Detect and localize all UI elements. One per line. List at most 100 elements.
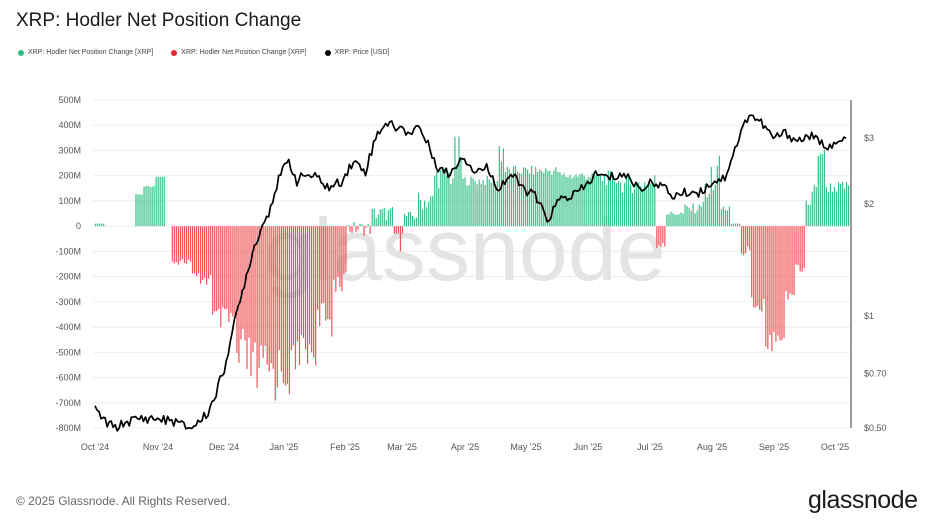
bar-negative xyxy=(183,226,186,263)
bar-negative xyxy=(789,226,791,294)
bar-positive xyxy=(821,154,823,227)
bar-negative xyxy=(204,226,206,278)
bar-negative xyxy=(201,226,204,280)
bar-positive xyxy=(508,169,511,227)
y-left-tick-label: -700M xyxy=(55,398,81,408)
bar-positive xyxy=(615,182,618,227)
bar-positive xyxy=(557,171,559,227)
bar-negative xyxy=(181,226,184,260)
bar-positive xyxy=(153,185,155,227)
bar-negative xyxy=(294,226,297,370)
bar-positive xyxy=(623,182,626,227)
bar-positive xyxy=(613,180,616,227)
bar-positive xyxy=(95,223,97,227)
bar-negative xyxy=(777,226,779,336)
bar-positive xyxy=(625,176,628,227)
bar-negative xyxy=(345,226,347,272)
bar-positive xyxy=(551,174,553,227)
y-left-tick-label: -500M xyxy=(55,347,81,357)
bar-negative xyxy=(771,226,773,352)
x-tick-label: Apr '25 xyxy=(451,442,479,452)
bar-negative xyxy=(401,226,404,234)
bar-negative xyxy=(775,226,777,342)
bar-negative xyxy=(315,226,317,366)
bar-positive xyxy=(704,183,706,227)
bar-positive xyxy=(589,177,591,227)
bar-positive xyxy=(605,185,607,227)
bar-positive xyxy=(438,187,440,227)
y-left-tick-label: 0 xyxy=(76,221,81,231)
bar-positive xyxy=(702,201,704,227)
y-left-tick-label: -600M xyxy=(55,373,81,383)
bar-negative xyxy=(234,226,236,316)
bar-negative xyxy=(785,226,787,292)
bar-positive xyxy=(670,211,672,227)
bar-negative xyxy=(226,226,228,309)
bars xyxy=(95,136,850,401)
y-left-tick-label: -800M xyxy=(55,423,81,433)
bar-positive xyxy=(347,225,349,227)
x-tick-label: Oct '24 xyxy=(81,442,109,452)
y-left-tick-label: 500M xyxy=(58,95,81,105)
bar-negative xyxy=(801,226,803,272)
bar-positive xyxy=(387,210,389,227)
bar-positive xyxy=(151,186,153,227)
x-tick-label: Oct '25 xyxy=(821,442,849,452)
bar-positive xyxy=(593,171,595,227)
y-left-tick-label: -200M xyxy=(55,272,81,282)
bar-positive xyxy=(409,211,412,227)
bar-negative xyxy=(264,226,266,346)
x-tick-label: Nov '24 xyxy=(143,442,173,452)
bar-positive xyxy=(367,223,369,227)
bar-positive xyxy=(621,192,624,227)
bar-positive xyxy=(738,223,741,227)
bar-positive xyxy=(143,186,145,227)
bar-negative xyxy=(759,226,761,310)
bar-negative xyxy=(773,226,775,333)
bar-positive xyxy=(829,183,832,227)
bar-positive xyxy=(690,210,692,227)
bar-positive xyxy=(470,176,472,227)
bar-positive xyxy=(420,199,422,227)
copyright: © 2025 Glassnode. All Rights Reserved. xyxy=(16,494,231,508)
bar-positive xyxy=(145,186,147,227)
bar-positive xyxy=(722,206,725,227)
bar-positive xyxy=(456,165,458,227)
bar-positive xyxy=(640,186,642,227)
bar-negative xyxy=(763,226,765,300)
bar-negative xyxy=(260,226,262,346)
bar-positive xyxy=(434,175,436,227)
chart-title: XRP: Hodler Net Position Change xyxy=(16,10,302,31)
legend: XRP: Hodler Net Position Change [XRP] XR… xyxy=(18,49,389,56)
bar-positive xyxy=(581,173,583,227)
legend-item-price[interactable]: XRP: Price [USD] xyxy=(324,49,389,56)
bar-positive xyxy=(631,193,634,227)
bar-positive xyxy=(474,181,476,227)
bar-negative xyxy=(278,226,280,351)
bar-positive xyxy=(577,176,579,227)
bar-positive xyxy=(648,182,650,227)
bar-positive xyxy=(684,204,686,227)
y-right-tick-label: $3 xyxy=(864,133,874,143)
bar-positive xyxy=(718,155,720,227)
bar-negative xyxy=(272,226,274,369)
bar-positive xyxy=(353,222,355,227)
bar-positive xyxy=(587,177,589,227)
bar-positive xyxy=(448,172,450,227)
bar-negative xyxy=(658,226,660,246)
bar-positive xyxy=(490,182,492,227)
bar-negative xyxy=(335,226,337,292)
legend-item-net-position-negative[interactable]: XRP: Hodler Net Position Change [XRP] xyxy=(171,49,307,56)
legend-item-net-position-positive[interactable]: XRP: Hodler Net Position Change [XRP] xyxy=(18,49,153,56)
bar-negative xyxy=(779,226,781,341)
bar-positive xyxy=(543,172,545,227)
bar-negative xyxy=(230,226,232,313)
bar-positive xyxy=(573,176,575,227)
legend-label: XRP: Hodler Net Position Change [XRP] xyxy=(181,49,307,56)
bar-negative xyxy=(284,226,286,386)
bar-negative xyxy=(276,226,278,388)
bar-positive xyxy=(629,184,632,227)
bar-negative xyxy=(185,226,188,264)
bar-positive xyxy=(446,175,448,227)
